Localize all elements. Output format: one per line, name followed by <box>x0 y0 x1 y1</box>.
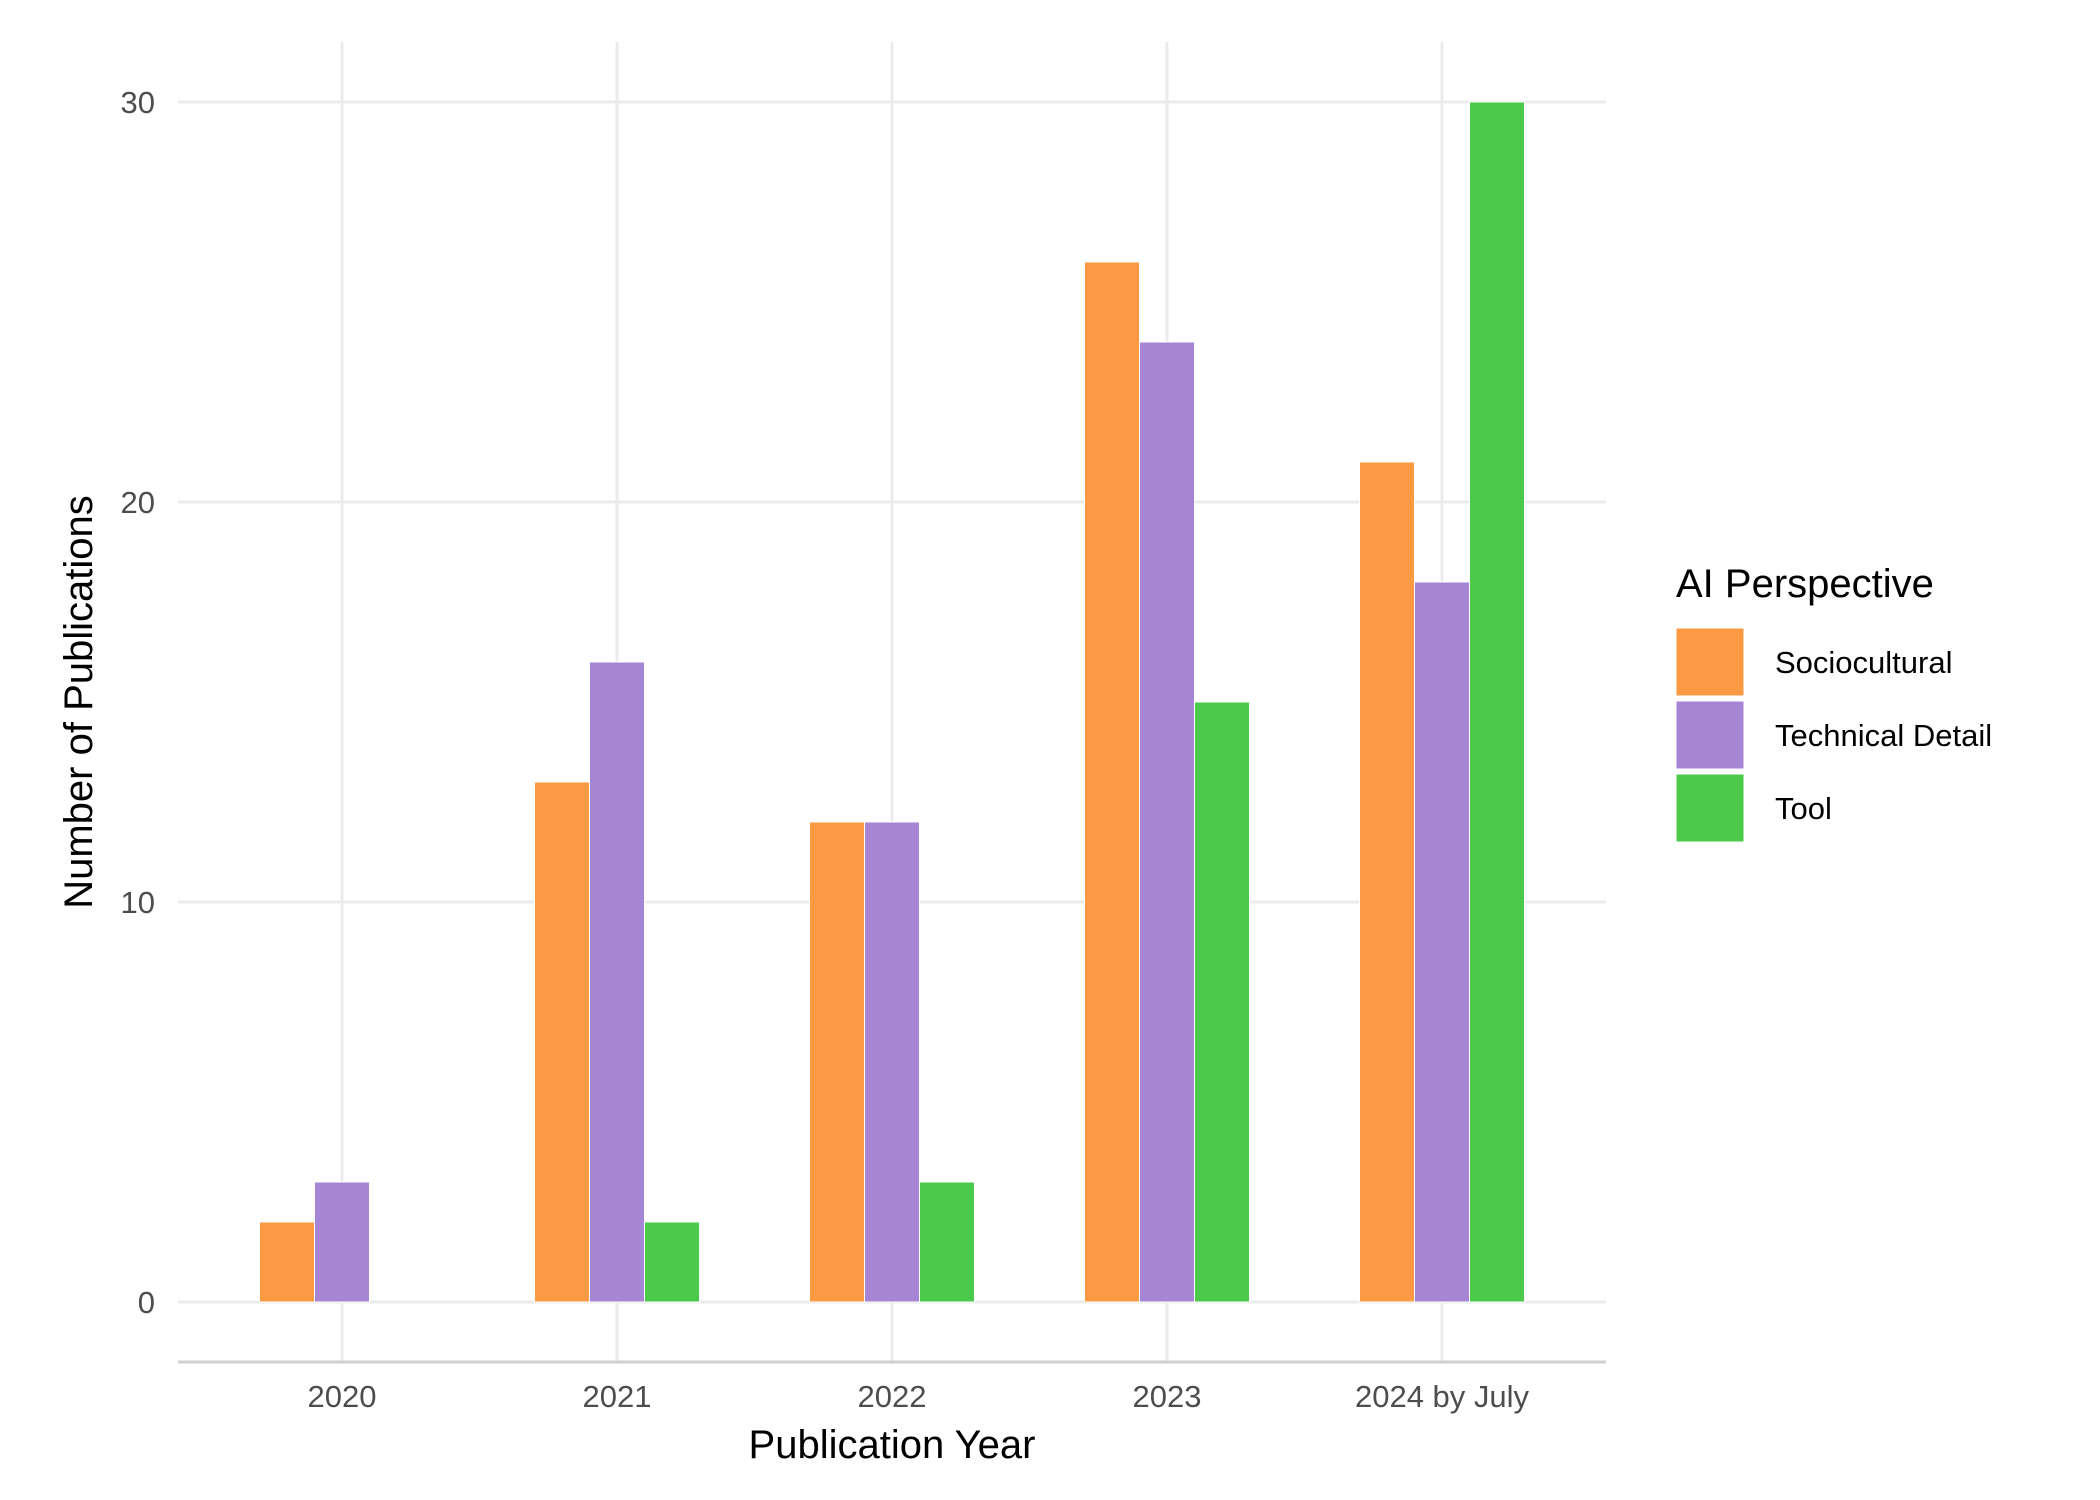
bar <box>1139 341 1195 1303</box>
bar <box>534 781 590 1303</box>
legend-label: Sociocultural <box>1775 645 1952 680</box>
x-axis-title: Publication Year <box>749 1423 1036 1467</box>
x-tick-label: 2020 <box>308 1379 377 1414</box>
bar <box>644 1221 700 1303</box>
y-axis-title: Number of Publications <box>57 495 101 909</box>
bar <box>1194 701 1250 1303</box>
bar <box>259 1221 315 1303</box>
legend-items: Sociocultural Technical Detail Tool <box>1675 627 1992 843</box>
x-tick-label: 2021 <box>583 1379 652 1414</box>
legend-label: Technical Detail <box>1775 718 1992 753</box>
bar <box>864 821 920 1303</box>
y-tick-label: 0 <box>138 1285 155 1320</box>
x-tick-label: 2022 <box>858 1379 927 1414</box>
bar <box>1359 461 1415 1303</box>
bar <box>589 661 645 1303</box>
legend-label: Tool <box>1775 791 1832 826</box>
legend-title: AI Perspective <box>1676 562 1934 606</box>
bar <box>809 821 865 1303</box>
legend-swatch <box>1675 627 1745 697</box>
x-tick-label: 2023 <box>1133 1379 1202 1414</box>
bar <box>1414 581 1470 1303</box>
x-tick-labels: 2020 2021 2022 2023 2024 by July <box>308 1379 1530 1414</box>
y-tick-label: 30 <box>121 85 155 120</box>
y-tick-labels: 0 10 20 30 <box>121 85 155 1320</box>
legend-swatch <box>1675 700 1745 770</box>
legend: AI Perspective Sociocultural Technical De… <box>1675 562 1992 843</box>
bar <box>1084 261 1140 1303</box>
bar <box>1469 101 1525 1303</box>
y-tick-label: 10 <box>121 885 155 920</box>
bar <box>314 1181 370 1303</box>
legend-swatch <box>1675 773 1745 843</box>
bar <box>919 1181 975 1303</box>
y-tick-label: 20 <box>121 485 155 520</box>
x-tick-label: 2024 by July <box>1355 1379 1530 1414</box>
bars <box>259 101 1525 1303</box>
